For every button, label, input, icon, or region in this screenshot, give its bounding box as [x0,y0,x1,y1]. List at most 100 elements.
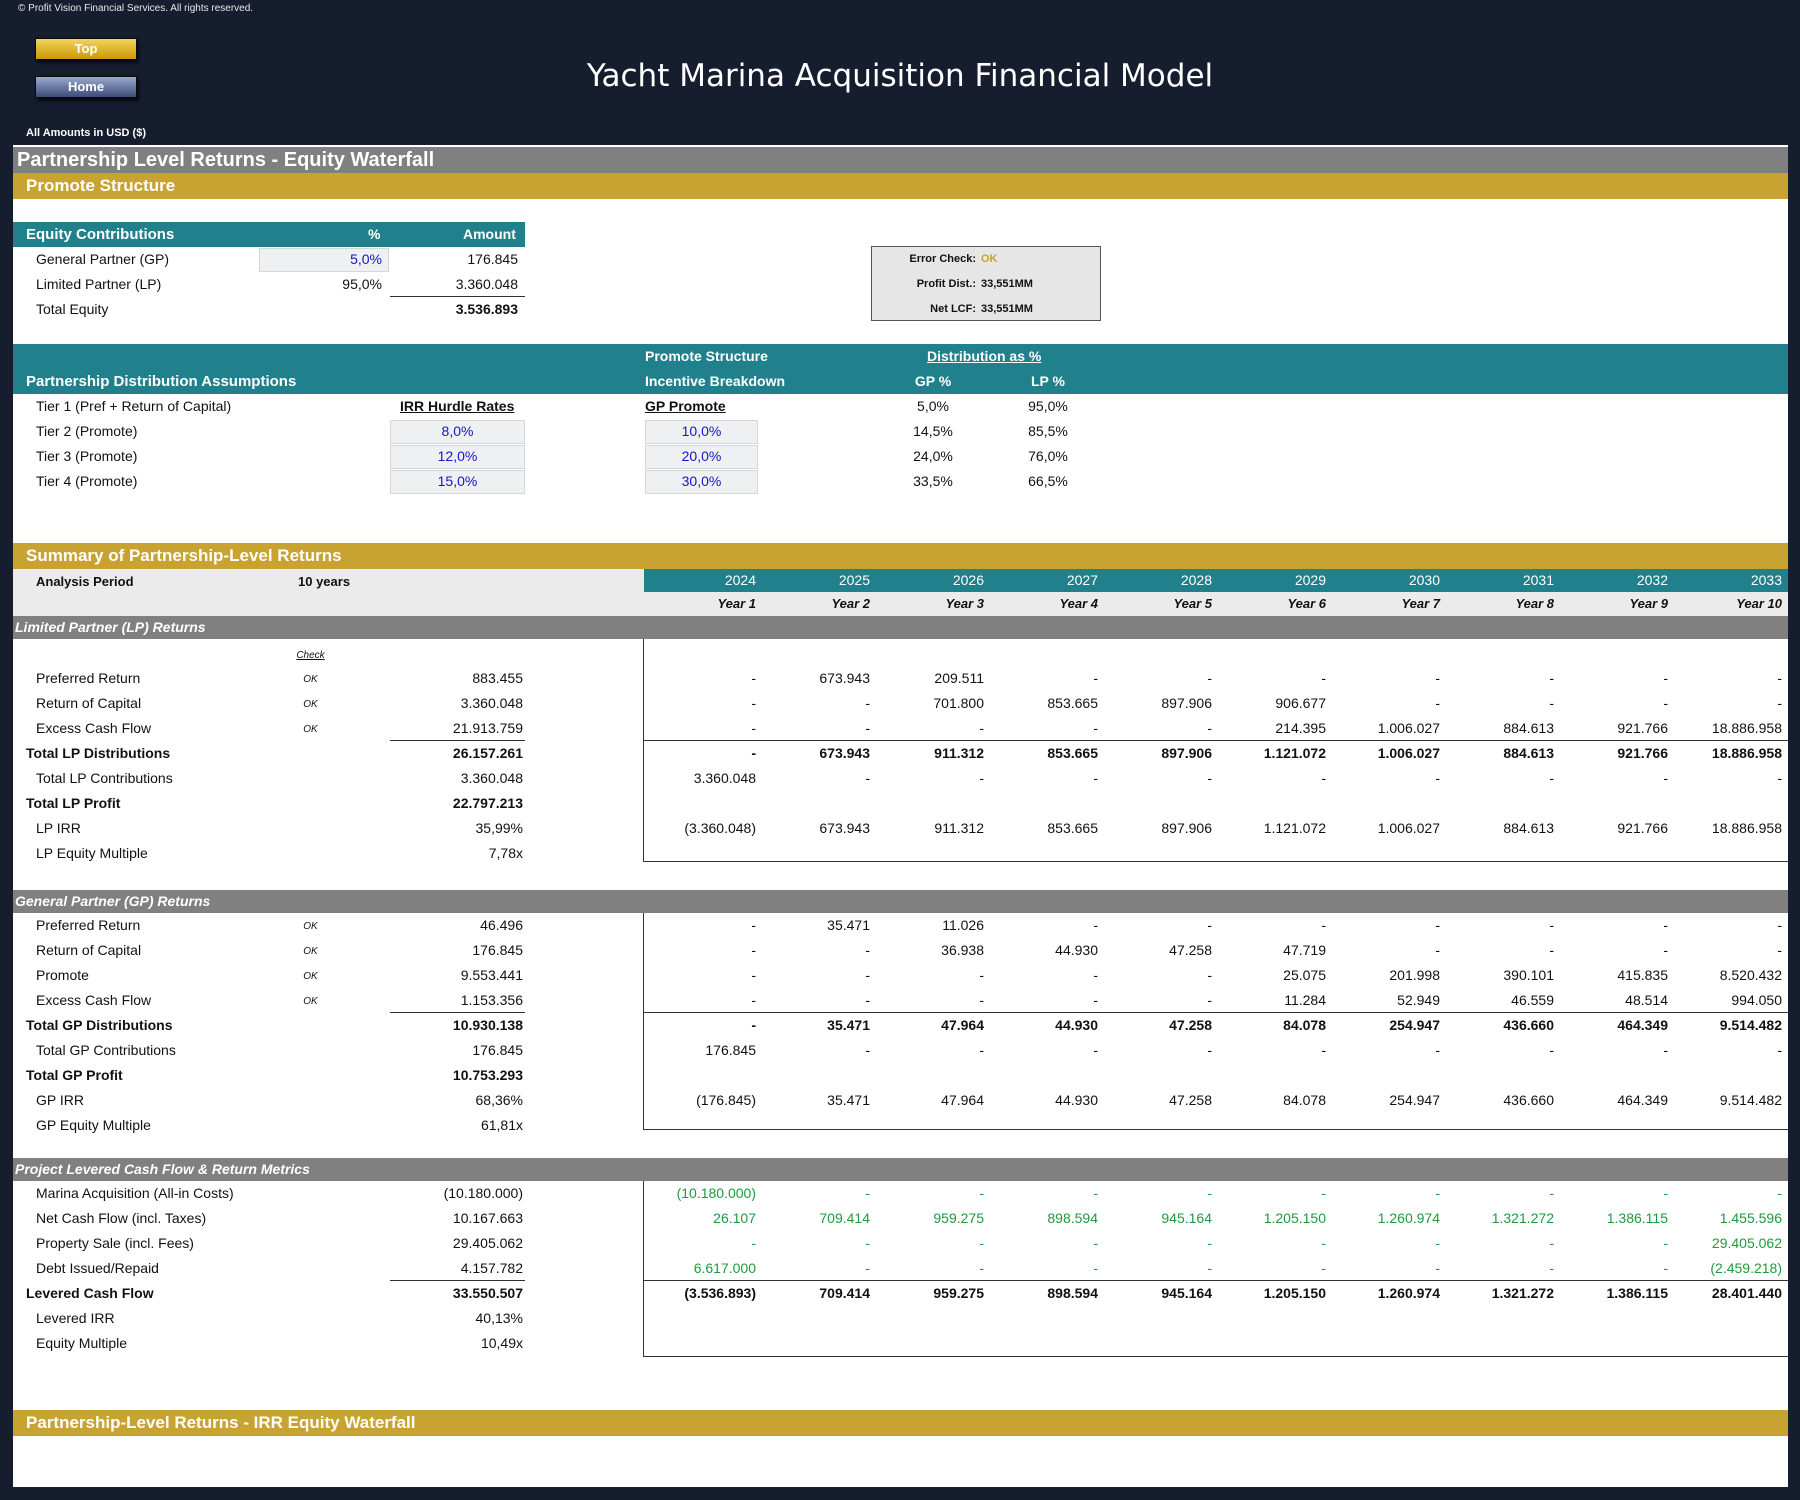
year-header: 2032 [1636,572,1668,588]
gp-row-value: - [1093,1042,1098,1058]
lp-row-value: 884.613 [1503,820,1554,836]
lp-row-label: Total LP Contributions [36,770,173,786]
lp-row-value: 921.766 [1617,820,1668,836]
equity-row-pct: 95,0% [342,276,382,292]
proj-row-total: 33.550.507 [452,1285,523,1301]
gp-pct-input[interactable]: 5,0% [350,251,382,267]
proj-row-value: 29.405.062 [1711,1235,1782,1251]
proj-row-value: 1.260.974 [1377,1285,1440,1301]
irr-hurdle-input-bg[interactable] [390,470,525,494]
gp-row-label: Return of Capital [36,942,142,958]
gp-row-value: - [1549,942,1554,958]
proj-row-value: 709.414 [819,1285,870,1301]
proj-row-label: Marina Acquisition (All-in Costs) [36,1185,234,1201]
lp-row-value: 911.312 [934,745,984,761]
gp-promote-input-bg[interactable] [645,470,758,494]
proj-row-value: - [1207,1185,1212,1201]
gp-row-value: - [1777,917,1782,933]
spreadsheet-area: Partnership Level Returns - Equity Water… [13,145,1788,1487]
lp-row-value: 884.613 [1503,720,1554,736]
proj-row-value: (3.536.893) [684,1285,756,1301]
year-number-label: Year 1 [717,596,756,611]
lp-row-value: - [751,745,756,761]
year-header: 2031 [1522,572,1554,588]
gp-row-value: - [1207,1042,1212,1058]
gp-row-value: 436.660 [1503,1017,1554,1033]
irr-hurdle-input[interactable]: 8,0% [441,423,474,439]
tier-lp-pct: 66,5% [1028,473,1068,489]
lp-grid-bottom-border [643,861,1788,862]
gp-row-value: 464.349 [1617,1092,1668,1108]
proj-row-value: 6.617.000 [693,1260,756,1276]
gp-row-value: 35.471 [827,917,870,933]
lp-grid-left-border [643,639,644,862]
lp-row-label: Excess Cash Flow [36,720,152,736]
proj-row-value: - [865,1260,870,1276]
gp-row-total: 46.496 [480,917,523,933]
irr-hurdle-input-bg[interactable] [390,420,525,444]
lp-row-value: 18.886.958 [1711,820,1782,836]
lp-row-value: - [979,720,984,736]
gp-promote-input[interactable]: 10,0% [681,423,722,439]
lp-row-value: - [751,695,756,711]
home-button[interactable]: Home [35,76,137,98]
year-number-label: Year 4 [1059,596,1098,611]
check-column-label: Check [296,650,325,661]
proj-row-label: Property Sale (incl. Fees) [36,1235,194,1251]
proj-row-value: - [1093,1185,1098,1201]
proj-row-value: - [979,1185,984,1201]
lp-row-value: 18.886.958 [1711,745,1782,761]
lp-row-value: - [751,720,756,736]
gp-row-value: - [751,967,756,983]
irr-waterfall-header: Partnership-Level Returns - IRR Equity W… [13,1410,1788,1436]
irr-hurdle-input[interactable]: 15,0% [437,473,478,489]
proj-row-total: 10.167.663 [452,1210,523,1226]
gp-row-check: OK [303,921,318,932]
lp-row-total: 21.913.759 [452,720,523,736]
gp-row-value: - [979,967,984,983]
gp-row-value: - [751,942,756,958]
year-number-label: Year 9 [1629,596,1668,611]
proj-row-value: - [1321,1235,1326,1251]
proj-row-value: - [1321,1185,1326,1201]
proj-row-value: - [1549,1185,1554,1201]
equity-row-amount: 176.845 [467,251,518,267]
proj-separator-line [390,1280,525,1281]
proj-row-value: 1.205.150 [1263,1285,1326,1301]
lp-row-value: 906.677 [1275,695,1326,711]
gp-promote-input[interactable]: 30,0% [681,473,722,489]
lp-row-total: 883.455 [472,670,523,686]
lp-row-total: 3.360.048 [460,770,523,786]
gp-pct-header: GP % [914,373,952,389]
gp-promote-input[interactable]: 20,0% [681,448,722,464]
lp-row-label: LP IRR [36,820,81,836]
lp-row-value: 209.511 [934,670,984,686]
tier-gp-pct: 33,5% [913,473,953,489]
irr-hurdle-input-bg[interactable] [390,445,525,469]
lp-row-check: OK [303,724,318,735]
tier-gp-pct: 14,5% [913,423,953,439]
lp-row-value: 1.121.072 [1263,820,1326,836]
proj-grid-bottom-border [643,1356,1788,1357]
irr-hurdle-input[interactable]: 12,0% [437,448,478,464]
gp-row-value: 47.964 [941,1017,984,1033]
gp-promote-input-bg[interactable] [645,445,758,469]
tier-gp-pct: 5,0% [917,398,949,414]
gp-row-value: 47.258 [1169,1092,1212,1108]
gp-promote-input-bg[interactable] [645,420,758,444]
profit-dist-value: 33,551MM [981,278,1033,290]
gp-row-value: 8.520.432 [1719,967,1782,983]
lp-row-value: 673.943 [819,670,870,686]
gp-row-label: Promote [36,967,89,983]
proj-row-value: 959.275 [933,1210,984,1226]
gp-pct-input-bg[interactable] [259,248,389,272]
lp-pct-header: LP % [1031,373,1065,389]
proj-row-label: Net Cash Flow (incl. Taxes) [36,1210,207,1226]
gp-row-total: 9.553.441 [460,967,523,983]
top-button[interactable]: Top [35,38,137,60]
year-header: 2025 [838,572,870,588]
proj-row-value: - [1093,1235,1098,1251]
gp-grid-bottom-border [643,1129,1788,1130]
lp-row-label: Total LP Profit [26,795,121,811]
gp-row-value: 464.349 [1617,1017,1668,1033]
